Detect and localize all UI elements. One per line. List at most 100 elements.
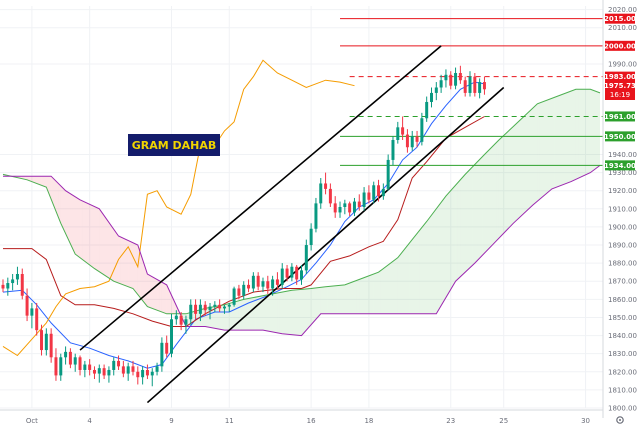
cloud-segment bbox=[537, 102, 540, 202]
cloud-segment bbox=[448, 190, 451, 294]
y-tick-label: 2010.00 bbox=[608, 24, 637, 32]
cloud-segment bbox=[315, 287, 319, 320]
cloud-segment bbox=[157, 279, 160, 312]
cloud-segment bbox=[282, 291, 285, 334]
x-tick-label: 30 bbox=[581, 417, 590, 425]
cloud-segment bbox=[590, 89, 593, 173]
cloud-segment bbox=[508, 128, 511, 229]
candle-body bbox=[410, 136, 414, 148]
cloud-segment bbox=[361, 277, 365, 314]
cloud-segment bbox=[63, 188, 66, 234]
y-tick-label: 1990.00 bbox=[608, 60, 637, 68]
cloud-segment bbox=[479, 156, 483, 259]
cloud-segment bbox=[311, 288, 314, 325]
cloud-segment bbox=[161, 282, 165, 313]
level-label-box bbox=[605, 131, 635, 142]
cloud-segment bbox=[429, 215, 432, 314]
annotation-text: GRAM DAHAB bbox=[132, 139, 217, 152]
y-tick-label: 1890.00 bbox=[608, 242, 637, 250]
cloud-segment bbox=[376, 272, 379, 314]
candle-body bbox=[88, 364, 92, 370]
y-tick-label: 1850.00 bbox=[608, 314, 637, 322]
y-tick-label: 1840.00 bbox=[608, 332, 637, 340]
candle-body bbox=[333, 203, 337, 213]
cloud-segment bbox=[164, 283, 167, 314]
cloud-segment bbox=[132, 242, 136, 292]
cloud-segment bbox=[154, 278, 158, 311]
lagging-span bbox=[2, 59, 355, 357]
price-label: 1975.73 16:19 bbox=[604, 79, 636, 100]
candle-body bbox=[208, 306, 212, 311]
level-label-text: 1961.00 bbox=[604, 113, 636, 121]
candle-body bbox=[121, 366, 125, 374]
cloud-segment bbox=[46, 176, 49, 194]
cloud-segment bbox=[342, 284, 345, 314]
candle-body bbox=[165, 342, 169, 354]
cloud-segment bbox=[407, 242, 410, 314]
candle-body bbox=[1, 284, 5, 289]
cloud-segment bbox=[253, 297, 256, 331]
cloud-segment bbox=[152, 276, 155, 310]
cloud-segment bbox=[210, 307, 213, 328]
cloud-segment bbox=[301, 289, 304, 336]
candle-body bbox=[40, 330, 44, 351]
cloud-segment bbox=[489, 147, 492, 249]
candle-body bbox=[247, 284, 251, 289]
level-label-box bbox=[605, 40, 635, 51]
cloud-segment bbox=[41, 176, 44, 187]
y-tick-label: 1920.00 bbox=[608, 187, 637, 195]
cloud-segment bbox=[70, 193, 73, 249]
candle-body bbox=[30, 308, 34, 316]
candle-body bbox=[83, 364, 87, 370]
cloud-segment bbox=[113, 229, 117, 283]
cloud-segment bbox=[556, 95, 560, 188]
cloud-segment bbox=[125, 239, 129, 287]
cloud-segment bbox=[371, 274, 374, 314]
cloud-segment bbox=[84, 202, 88, 264]
level-label-text: 1934.00 bbox=[604, 162, 636, 170]
cloud-segment bbox=[229, 302, 232, 331]
cloud-segment bbox=[80, 199, 83, 260]
cloud-segment bbox=[539, 101, 543, 200]
cloud-segment bbox=[402, 248, 406, 314]
cloud-segment bbox=[145, 266, 148, 307]
cloud-segment bbox=[344, 283, 348, 314]
cloud-segment bbox=[140, 252, 143, 301]
cloud-segment bbox=[29, 176, 32, 182]
cloud-segment bbox=[147, 274, 150, 308]
candles bbox=[1, 65, 486, 387]
cloud-segment bbox=[135, 243, 138, 295]
candle-body bbox=[160, 342, 164, 367]
cloud-segment bbox=[173, 300, 177, 314]
cloud-segment bbox=[169, 290, 172, 314]
cloud-segment bbox=[580, 89, 584, 178]
y-tick-label: 1880.00 bbox=[608, 260, 637, 268]
settings-icon[interactable] bbox=[616, 416, 624, 424]
cloud-segment bbox=[438, 202, 442, 310]
x-tick-label: 9 bbox=[169, 417, 173, 425]
candle-body bbox=[145, 369, 149, 376]
cloud-segment bbox=[482, 154, 485, 256]
candle-body bbox=[78, 357, 82, 370]
cloud-segment bbox=[272, 293, 276, 333]
cloud-segment bbox=[354, 280, 357, 314]
cloud-segment bbox=[337, 285, 341, 314]
candle-body bbox=[203, 304, 207, 311]
cloud-segment bbox=[417, 230, 420, 314]
cloud-segment bbox=[289, 290, 292, 335]
candle-body bbox=[396, 127, 400, 140]
cloud-segment bbox=[380, 268, 384, 314]
cloud-segment bbox=[299, 289, 302, 336]
candle-body bbox=[348, 203, 352, 213]
price-label-countdown: 16:19 bbox=[610, 91, 630, 99]
cloud-segment bbox=[378, 270, 381, 314]
candle-body bbox=[343, 203, 347, 207]
cloud-segment bbox=[484, 152, 487, 254]
cloud-segment bbox=[51, 176, 54, 206]
cloud-segment bbox=[388, 263, 391, 314]
cloud-segment bbox=[527, 110, 531, 210]
cloud-segment bbox=[96, 207, 100, 272]
cloud-segment bbox=[43, 176, 47, 188]
cloud-segment bbox=[595, 91, 598, 169]
cloud-segment bbox=[323, 286, 326, 314]
